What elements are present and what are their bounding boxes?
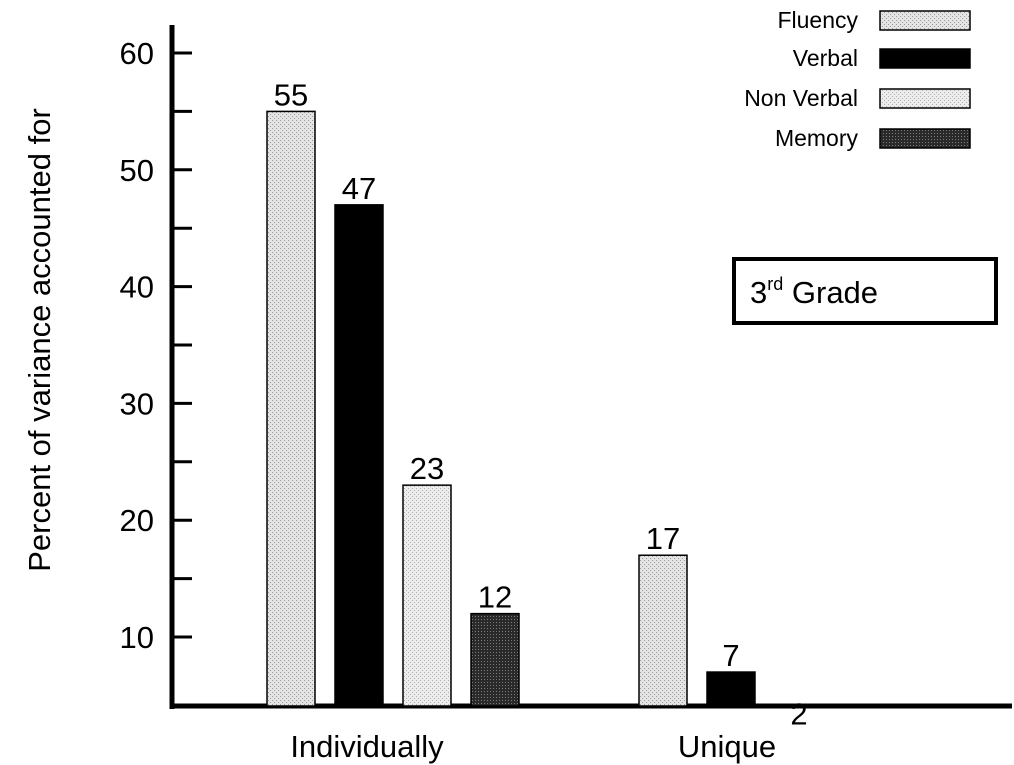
bar-verbal-individually <box>334 204 384 707</box>
y-tick-label: 30 <box>120 386 154 421</box>
data-label: 55 <box>274 77 308 112</box>
legend-label: Non Verbal <box>744 85 858 111</box>
x-category-label: Individually <box>290 729 444 764</box>
y-tick-label: 20 <box>120 503 154 538</box>
data-label: 23 <box>410 451 444 486</box>
data-label: 47 <box>342 171 376 206</box>
data-label: 2 <box>790 696 807 731</box>
value-labels: 55 47 23 12 17 7 2 <box>274 77 808 731</box>
grade-annotation-text: 3rd Grade <box>750 274 878 310</box>
bar-non-verbal-individually <box>402 484 452 707</box>
bar-fluency-unique <box>638 554 688 707</box>
grade-annotation-box: 3rd Grade <box>732 257 998 325</box>
x-category-label: Unique <box>678 729 776 764</box>
y-ticks: 10 20 30 40 50 60 <box>120 36 192 655</box>
bar-verbal-unique <box>706 671 756 707</box>
data-label: 7 <box>722 638 739 673</box>
y-tick-label: 50 <box>120 153 154 188</box>
legend: Fluency Verbal Non Verbal Memory <box>744 7 971 151</box>
bar-memory-individually <box>470 612 520 707</box>
bars <box>266 110 756 707</box>
legend-swatch <box>879 10 971 31</box>
legend-swatch <box>879 48 971 69</box>
y-axis-label: Percent of variance accounted for <box>22 108 57 572</box>
legend-label: Memory <box>775 125 859 151</box>
category-labels: Individually Unique <box>290 729 776 764</box>
legend-label: Fluency <box>777 7 858 33</box>
data-label: 17 <box>646 521 680 556</box>
y-tick-label: 40 <box>120 270 154 305</box>
bar-fluency-individually <box>266 110 316 707</box>
y-tick-label: 10 <box>120 620 154 655</box>
y-tick-label: 60 <box>120 36 154 71</box>
data-label: 12 <box>478 580 512 615</box>
legend-swatch <box>879 88 971 109</box>
legend-swatch <box>879 128 971 149</box>
legend-label: Verbal <box>793 45 858 71</box>
